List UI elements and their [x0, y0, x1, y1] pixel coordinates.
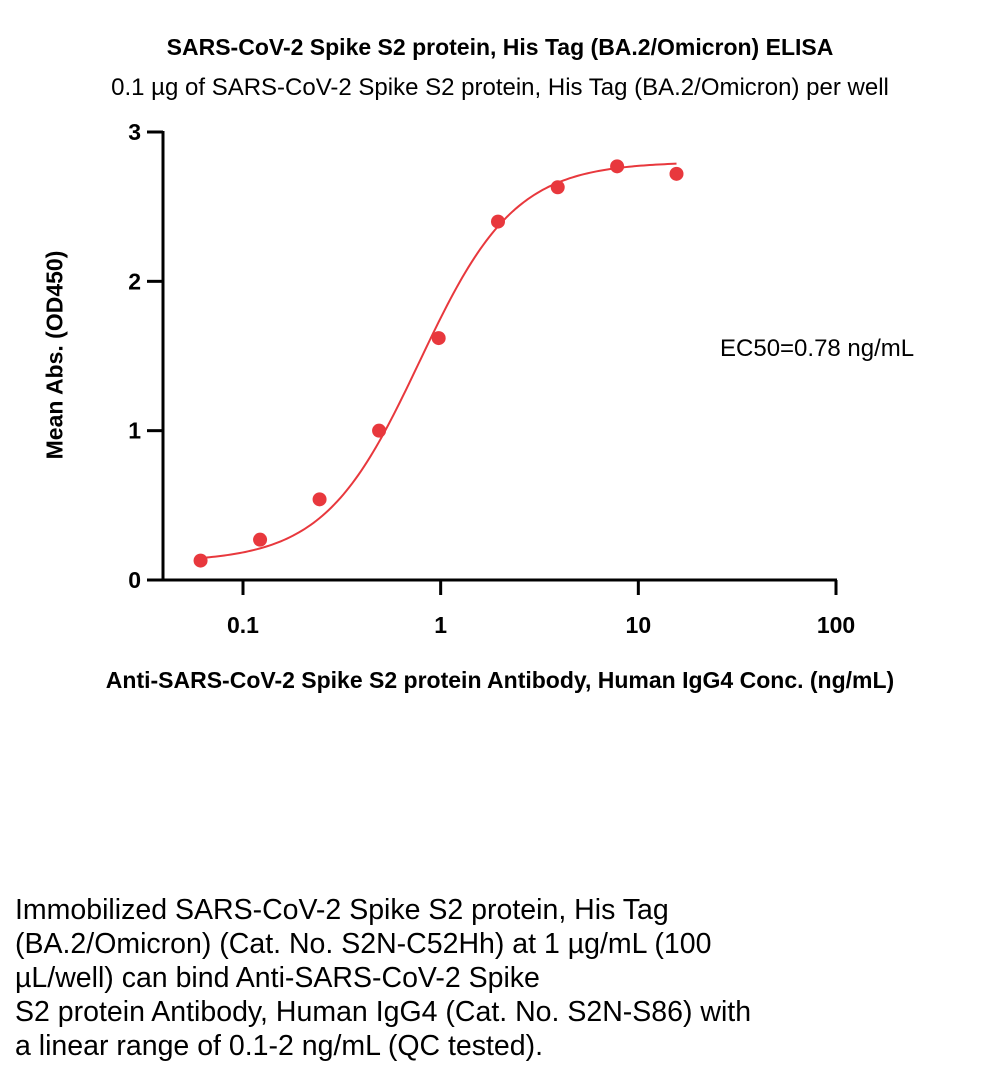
data-point [431, 331, 446, 346]
data-point [610, 159, 625, 174]
y-tick-label: 0 [128, 567, 141, 593]
data-point [312, 492, 327, 507]
ec50-annotation: EC50=0.78 ng/mL [720, 335, 915, 362]
data-point [669, 166, 684, 181]
data-point [490, 214, 505, 229]
y-tick-label: 1 [128, 418, 141, 444]
chart-title: SARS-CoV-2 Spike S2 protein, His Tag (BA… [166, 34, 834, 60]
y-tick-label: 3 [128, 119, 141, 145]
y-axis-label: Mean Abs. (OD450) [41, 250, 68, 460]
fit-curve [200, 162, 677, 560]
chart-subtitle: 0.1 µg of SARS-CoV-2 Spike S2 protein, H… [111, 74, 889, 101]
x-tick-label: 1 [434, 612, 447, 638]
data-point [550, 180, 565, 195]
assay-description: Immobilized SARS-CoV-2 Spike S2 protein,… [15, 894, 752, 1062]
data-point [193, 553, 208, 568]
x-tick-label: 0.1 [227, 612, 259, 638]
data-point [372, 423, 387, 438]
data-point [253, 532, 268, 547]
x-axis-label: Anti-SARS-CoV-2 Spike S2 protein Antibod… [105, 667, 895, 693]
x-tick-label: 10 [626, 612, 652, 638]
y-tick-label: 2 [128, 268, 141, 294]
x-tick-label: 100 [817, 612, 855, 638]
elisa-chart: 0 1 2 3 0.1 1 10 100 [128, 119, 855, 638]
